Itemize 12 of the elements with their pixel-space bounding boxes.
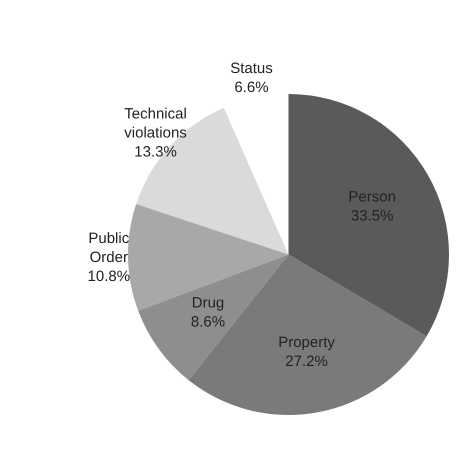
data-label: 27.2% — [285, 353, 328, 370]
data-label: 8.6% — [190, 314, 226, 331]
data-label: 13.3% — [134, 144, 177, 161]
slice-label: Property — [278, 334, 336, 352]
data-label: 6.6% — [234, 79, 269, 96]
slice-label: Status — [230, 60, 273, 78]
slice-label: Public Order — [88, 230, 130, 266]
slice-label: Technical violations — [124, 106, 187, 142]
slice-label: Person — [348, 188, 396, 206]
slice-label: Drug — [192, 294, 224, 312]
data-label: 10.8% — [88, 268, 130, 286]
data-label: 33.5% — [350, 207, 394, 224]
